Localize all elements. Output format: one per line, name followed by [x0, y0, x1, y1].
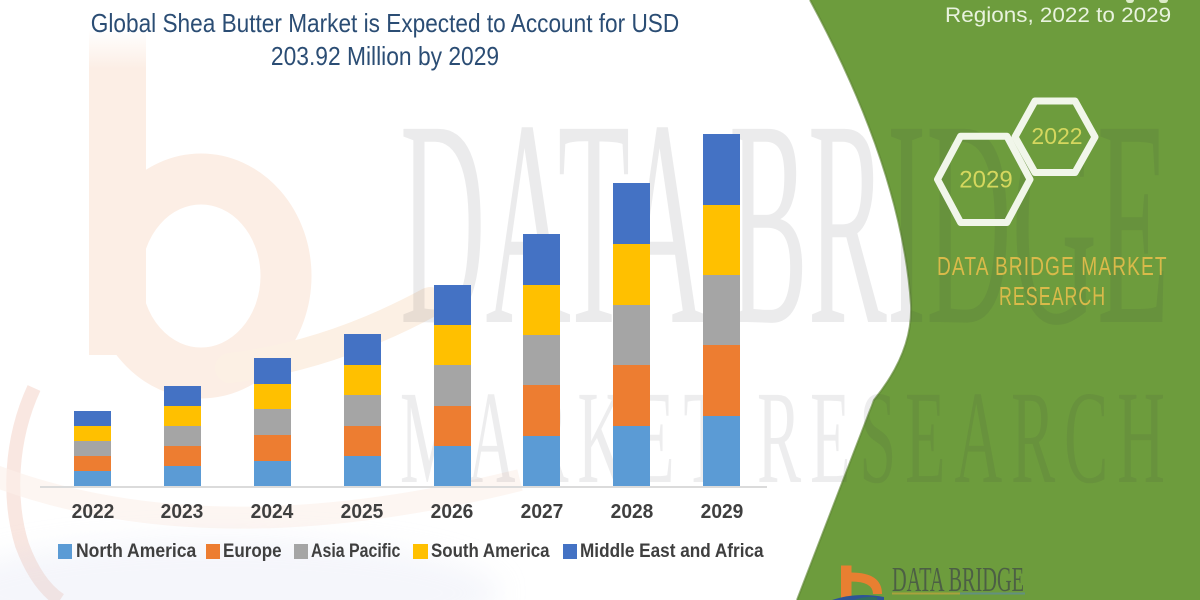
svg-text:2022: 2022	[1031, 123, 1082, 149]
svg-text:2029: 2029	[959, 167, 1012, 194]
